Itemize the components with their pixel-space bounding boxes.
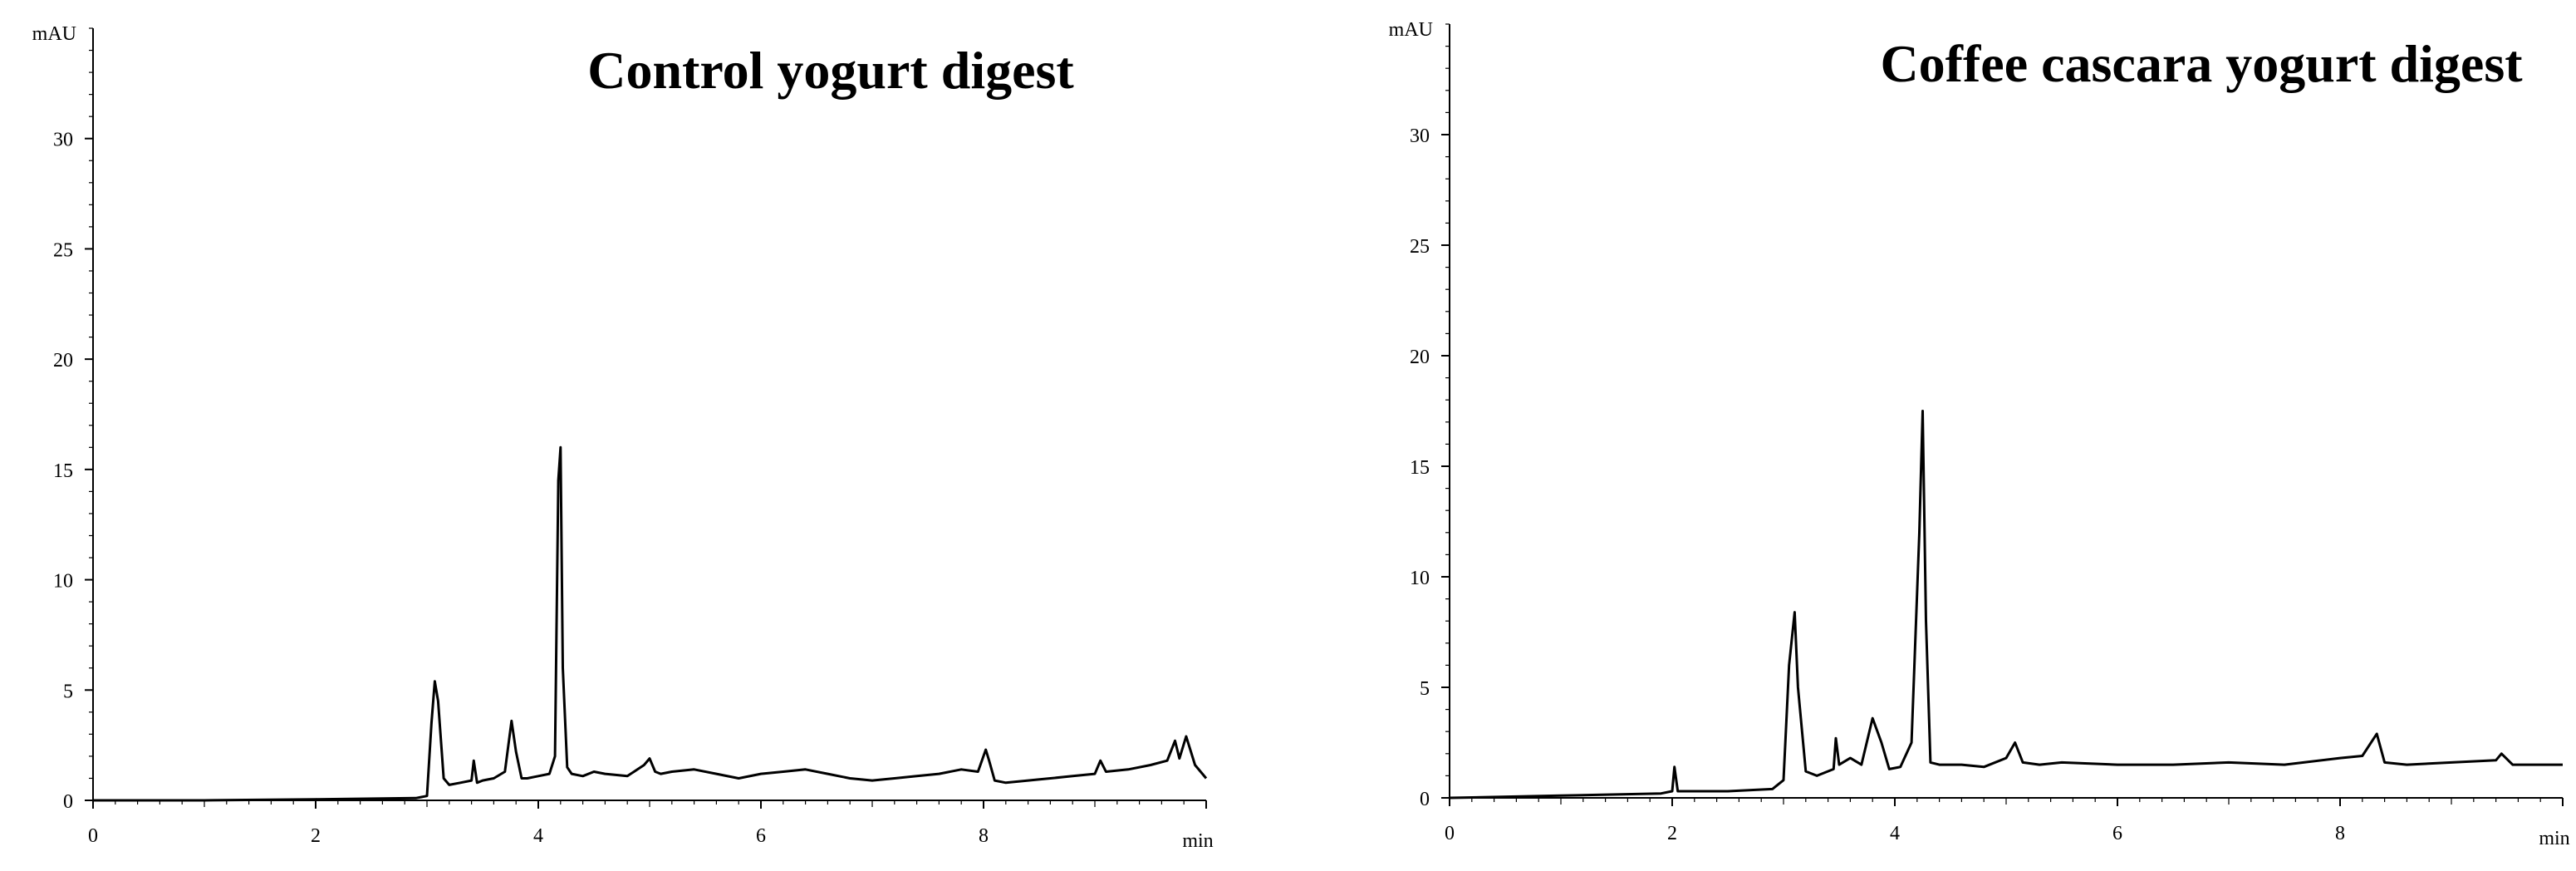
y-axis-unit: mAU [32, 23, 76, 45]
y-tick-label: 0 [63, 791, 73, 813]
y-tick-label: 25 [1410, 236, 1430, 258]
chart-title: Coffee cascara yogurt digest [1880, 34, 2523, 93]
series-line-1 [1450, 411, 2563, 799]
y-tick-label: 5 [1420, 678, 1430, 700]
y-tick-label: 15 [1410, 457, 1430, 479]
x-tick-label: 4 [533, 825, 543, 847]
y-tick-label: 5 [63, 681, 73, 702]
x-tick-label: 8 [979, 825, 989, 847]
x-tick-label: 6 [756, 825, 766, 847]
x-tick-label: 8 [2335, 823, 2345, 844]
chart-title: Control yogurt digest [587, 41, 1074, 100]
y-tick-label: 10 [1410, 568, 1430, 589]
y-tick-label: 10 [53, 571, 73, 593]
chart-panel-2: 0 5 10 15 20 25 30 mAU 0 2 4 6 8 min Coffee cascara yo… [1389, 19, 2570, 849]
x-axis-unit: min [2539, 828, 2569, 849]
x-tick-label: 2 [311, 825, 321, 847]
y-tick-label: 20 [53, 350, 73, 372]
y-tick-label: 15 [53, 460, 73, 482]
series-line-1 [93, 447, 1206, 800]
x-tick-label: 4 [1890, 823, 1900, 844]
y-tick-label: 30 [1410, 125, 1430, 147]
y-tick-label: 25 [53, 239, 73, 261]
y-axis-unit: mAU [1389, 19, 1433, 41]
x-tick-label: 0 [88, 825, 98, 847]
y-tick-label: 30 [53, 130, 73, 151]
x-tick-label: 0 [1445, 823, 1455, 844]
x-tick-label: 2 [1667, 823, 1677, 844]
chart-panel-1: 0 5 10 15 20 25 30 mAU 0 2 4 6 8 min Control yogurt di… [32, 23, 1214, 852]
y-tick-label: 0 [1420, 789, 1430, 810]
x-tick-label: 6 [2112, 823, 2122, 844]
y-tick-label: 20 [1410, 347, 1430, 368]
x-axis-unit: min [1182, 830, 1213, 852]
